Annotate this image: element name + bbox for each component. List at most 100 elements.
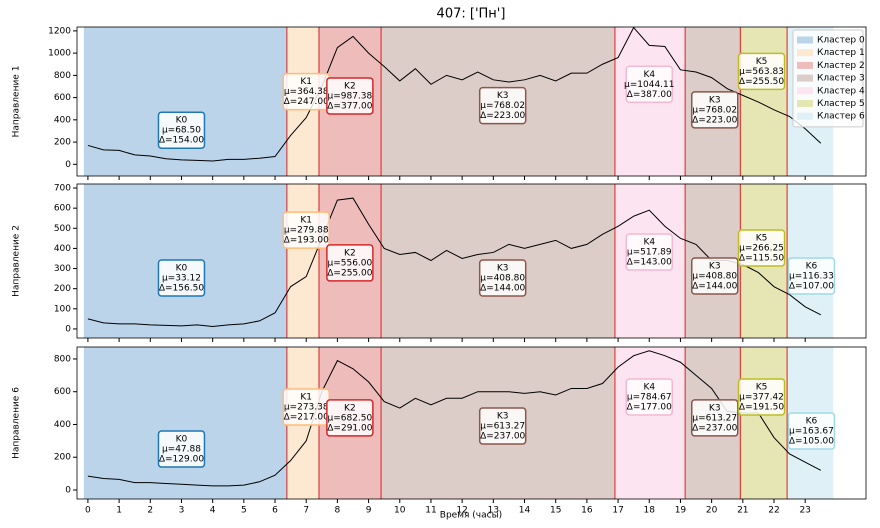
annotation-box (690, 257, 739, 295)
annotation-text: Δ=144.00 (480, 284, 525, 294)
annotation-text: μ=408.80 (692, 271, 737, 281)
y-tick-label: 200 (54, 453, 71, 463)
annotation-text: Δ=177.00 (627, 402, 672, 412)
annotation-text: K2 (344, 81, 356, 91)
x-tick-label: 1 (116, 506, 122, 516)
y-tick-label: 400 (54, 244, 71, 254)
y-tick-label: 600 (54, 204, 71, 214)
annotation-box (326, 399, 374, 437)
x-tick-label: 8 (335, 506, 341, 516)
annotation-text: μ=987.38 (327, 91, 372, 101)
plot-frame (76, 183, 867, 339)
legend-label: Кластер 6 (817, 112, 865, 122)
annotation-text: K0 (176, 116, 188, 126)
y-tick-label: 200 (54, 138, 71, 148)
y-tick-label: 0 (65, 324, 71, 334)
annotation-box (157, 111, 206, 149)
legend: Кластер 0 Кластер 1 Кластер 2 Кластер 3 Клас… (792, 29, 865, 128)
annotation-text: Δ=237.00 (692, 423, 737, 433)
annotation-box (625, 233, 674, 271)
annotation-text: μ=408.80 (480, 274, 525, 284)
legend-swatch (797, 49, 813, 57)
x-tick-label: 16 (581, 506, 593, 516)
x-tick-label: 11 (425, 506, 436, 516)
x-tick-label: 4 (210, 506, 216, 516)
annotation-box (282, 211, 330, 249)
y-axis-label: Направление 6 (12, 387, 22, 459)
cluster-region (740, 347, 788, 499)
x-tick-label: 21 (737, 506, 748, 516)
annotation-box (478, 259, 527, 297)
figure-title: 407: ['Пн'] (437, 7, 506, 22)
annotation-text: Δ=255.00 (327, 268, 372, 278)
annotation-box (737, 378, 786, 416)
annotation-text: K6 (806, 417, 818, 427)
legend-swatch (797, 36, 813, 44)
y-tick-label: 800 (54, 354, 71, 364)
annotation-text: K0 (176, 435, 188, 445)
legend-label: Кластер 5 (817, 99, 865, 109)
annotation-box (787, 257, 836, 295)
annotation-text: Δ=217.00 (284, 412, 329, 422)
y-axis-label: Направление 1 (12, 66, 22, 138)
x-tick-label: 20 (706, 506, 718, 516)
annotation-box (326, 77, 374, 115)
y-tick-label: 100 (54, 304, 71, 314)
annotation-text: K5 (756, 57, 768, 67)
panel: K0μ=33.12Δ=156.50K1μ=279.88Δ=193.00K2μ=5… (12, 184, 867, 342)
y-tick-label: 0 (65, 485, 71, 495)
panel: K0μ=47.88Δ=129.00K1μ=273.38Δ=217.00K2μ=6… (12, 346, 867, 516)
y-tick-label: 500 (54, 224, 71, 234)
annotation-text: μ=768.02 (480, 101, 525, 111)
annotation-text: K1 (300, 77, 312, 87)
annotation-text: K2 (344, 403, 356, 413)
annotation-text: Δ=193.00 (284, 236, 329, 246)
annotation-box (326, 244, 374, 282)
annotation-text: μ=377.42 (739, 392, 784, 402)
annotation-text: K5 (756, 234, 768, 244)
series-line (87, 26, 822, 162)
annotation-box (157, 259, 206, 297)
x-tick-label: 18 (644, 506, 656, 516)
annotation-text: Δ=154.00 (159, 136, 204, 146)
annotation-box (478, 407, 527, 445)
plot-frame (76, 26, 867, 177)
annotation-text: K1 (300, 216, 312, 226)
y-axis-label: Направление 2 (12, 225, 22, 297)
y-tick-label: 700 (54, 184, 71, 194)
annotation-box (737, 52, 786, 91)
annotation-text: μ=273.38 (284, 402, 329, 412)
annotation-text: K3 (497, 264, 509, 274)
legend-label: Кластер 1 (817, 48, 865, 58)
annotation-text: Δ=223.00 (692, 115, 737, 125)
legend-label: Кластер 4 (817, 86, 865, 96)
legend-label: Кластер 2 (817, 61, 865, 71)
annotation-box (478, 86, 527, 125)
cluster-region (614, 347, 686, 499)
annotation-text: K6 (806, 261, 818, 271)
annotation-text: μ=68.50 (162, 126, 201, 136)
annotation-text: K4 (643, 238, 655, 248)
annotation-box (625, 65, 674, 104)
annotation-text: μ=682.50 (327, 413, 372, 423)
annotation-text: μ=556.00 (327, 258, 372, 268)
annotation-text: Δ=115.50 (739, 254, 784, 264)
annotation-text: μ=279.88 (284, 226, 329, 236)
annotation-text: K3 (709, 261, 721, 271)
annotation-text: K3 (709, 95, 721, 105)
annotation-text: μ=768.02 (692, 105, 737, 115)
x-tick-label: 7 (303, 506, 309, 516)
series-line (87, 350, 822, 487)
y-tick-label: 300 (54, 264, 71, 274)
legend-label: Кластер 0 (817, 36, 865, 46)
cluster-region (83, 347, 287, 499)
annotation-text: μ=116.33 (789, 271, 834, 281)
cluster-region (83, 27, 287, 176)
annotation-text: μ=613.27 (480, 421, 525, 431)
y-tick-label: 1000 (48, 49, 71, 59)
x-tick-label: 13 (488, 506, 499, 516)
x-tick-label: 2 (147, 506, 153, 516)
annotation-text: Δ=377.00 (327, 101, 372, 111)
annotation-text: Δ=105.00 (789, 437, 834, 447)
